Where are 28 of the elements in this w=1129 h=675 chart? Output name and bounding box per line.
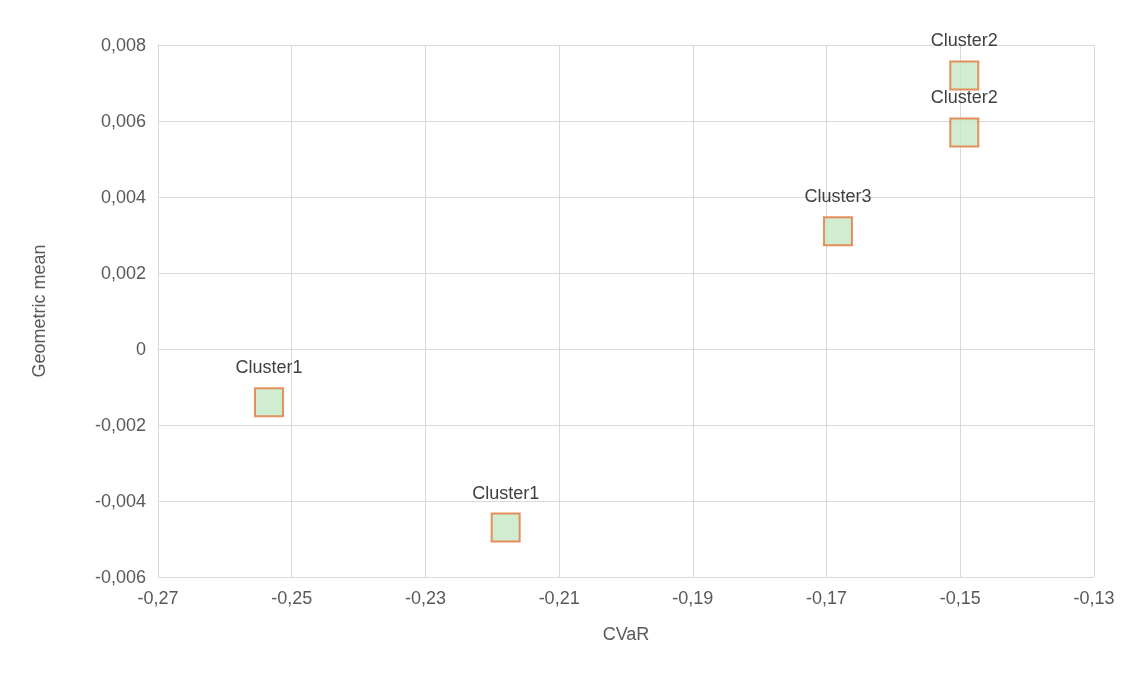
x-tick-label: -0,27 [137,588,179,608]
x-tick-label: -0,17 [806,588,848,608]
point [949,117,980,148]
y-tick-label: 0,002 [100,263,146,283]
y-axis-title: Geometric mean [29,244,49,378]
x-axis-title: CVaR [602,624,650,644]
y-tick-label: 0 [135,339,146,359]
y-tick-label: 0,004 [100,187,146,207]
y-tick-label: -0,006 [94,567,146,587]
y-tick-label: 0,008 [100,35,146,55]
x-tick-label: -0,15 [939,588,981,608]
annotation: Cluster3 [804,186,872,207]
point [822,216,853,247]
x-tick-label: -0,19 [672,588,714,608]
y-tick-label: 0,006 [100,111,146,131]
point [949,60,980,91]
x-tick-label: -0,13 [1073,588,1115,608]
annotation: Cluster2 [930,87,998,108]
annotation: Cluster1 [235,357,303,378]
x-tick-label: -0,25 [271,588,313,608]
x-tick-label: -0,21 [538,588,580,608]
point [490,512,521,543]
annotation: Cluster1 [472,482,540,503]
y-tick-label: -0,004 [94,491,146,511]
x-tick-label: -0,23 [404,588,446,608]
annotation: Cluster2 [930,30,998,51]
point [253,387,284,418]
y-tick-label: -0,002 [94,415,146,435]
